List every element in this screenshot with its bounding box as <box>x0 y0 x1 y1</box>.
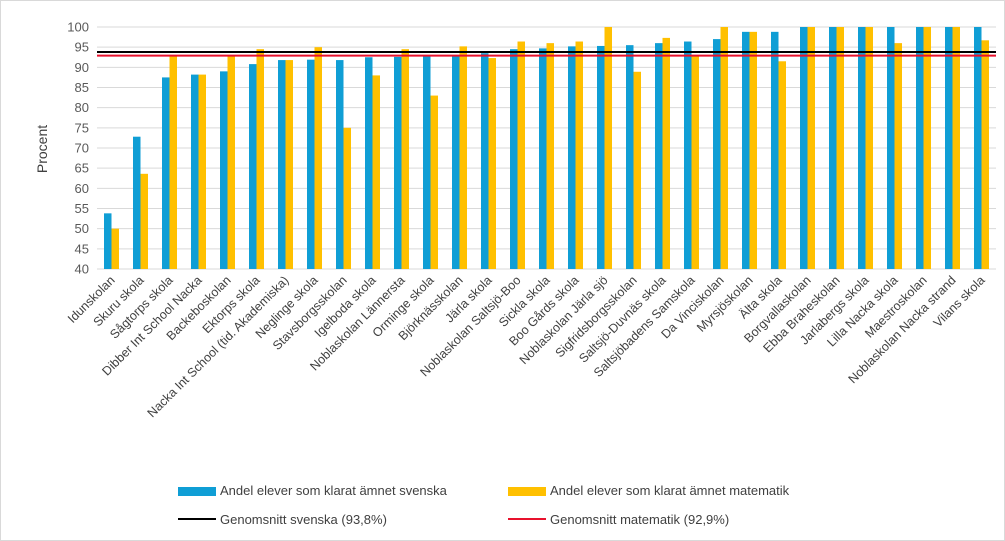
legend-label-svenska: Andel elever som klarat ämnet svenska <box>220 483 448 498</box>
bar-svenska <box>771 31 779 270</box>
bar-matematik <box>140 173 148 269</box>
bar-matematik <box>517 41 525 269</box>
y-tick-label: 70 <box>75 141 89 156</box>
bar-svenska <box>597 45 605 269</box>
y-tick-label: 75 <box>75 120 89 135</box>
bar-svenska <box>887 27 895 269</box>
bar-svenska <box>974 27 982 269</box>
bar-matematik <box>169 56 177 270</box>
bar-svenska <box>249 64 257 270</box>
bar-svenska <box>539 48 547 270</box>
bars <box>104 27 989 270</box>
bar-matematik <box>952 27 960 269</box>
bar-svenska <box>336 60 344 269</box>
bar-svenska <box>510 49 518 269</box>
y-tick-label: 85 <box>75 80 89 95</box>
y-tick-label: 90 <box>75 60 89 75</box>
bar-matematik <box>807 27 815 269</box>
bar-matematik <box>546 43 554 270</box>
bar-svenska <box>423 56 431 269</box>
bar-matematik <box>778 61 786 270</box>
bar-svenska <box>133 136 141 269</box>
bar-svenska <box>655 43 663 270</box>
bar-matematik <box>894 43 902 270</box>
bar-matematik <box>865 27 873 269</box>
bar-matematik <box>227 55 235 269</box>
bar-matematik <box>430 95 438 269</box>
bar-svenska <box>452 55 460 269</box>
bar-matematik <box>633 71 641 270</box>
y-tick-label: 60 <box>75 181 89 196</box>
bar-matematik <box>749 31 757 270</box>
bar-matematik <box>111 228 119 269</box>
legend-label-matematik: Andel elever som klarat ämnet matematik <box>550 483 790 498</box>
bar-svenska <box>713 39 721 269</box>
bar-matematik <box>691 55 699 269</box>
bar-matematik <box>198 74 206 270</box>
bar-matematik <box>314 47 322 269</box>
bar-matematik <box>923 27 931 269</box>
bar-matematik <box>604 27 612 269</box>
bar-matematik <box>285 60 293 269</box>
bar-svenska <box>365 57 373 269</box>
bar-matematik <box>343 127 351 269</box>
bar-svenska <box>945 27 953 269</box>
bar-matematik <box>981 40 989 270</box>
bar-svenska <box>626 45 634 270</box>
bar-matematik <box>836 27 844 269</box>
bar-matematik <box>488 58 496 269</box>
y-tick-label: 65 <box>75 161 89 176</box>
bar-svenska <box>568 46 576 269</box>
bar-svenska <box>220 71 228 269</box>
bar-svenska <box>481 53 489 269</box>
bar-svenska <box>162 77 170 270</box>
bar-svenska <box>916 27 924 269</box>
legend-swatch-svenska <box>178 487 216 496</box>
y-tick-label: 40 <box>75 262 89 277</box>
y-tick-label: 45 <box>75 241 89 256</box>
y-tick-label: 80 <box>75 100 89 115</box>
bar-matematik <box>256 49 264 269</box>
bar-matematik <box>459 46 467 269</box>
y-tick-label: 100 <box>67 20 89 35</box>
bar-matematik <box>662 37 670 269</box>
bar-svenska <box>800 27 808 269</box>
legend: Andel elever som klarat ämnet svenska And… <box>178 483 790 527</box>
y-tick-label: 95 <box>75 40 89 55</box>
bar-svenska <box>684 41 692 269</box>
bar-svenska <box>191 74 199 270</box>
bar-svenska <box>829 27 837 269</box>
legend-label-avg-svenska: Genomsnitt svenska (93,8%) <box>220 512 387 527</box>
y-axis-title: Procent <box>34 125 50 173</box>
bar-matematik <box>401 49 409 269</box>
y-tick-label: 50 <box>75 221 89 236</box>
bar-svenska <box>307 59 315 269</box>
reference-lines <box>97 51 996 57</box>
bar-matematik <box>720 27 728 269</box>
y-axis-ticks: 40 45 50 55 60 65 70 75 80 85 90 95 100 <box>67 20 89 277</box>
bar-svenska <box>742 31 750 270</box>
bar-matematik <box>575 41 583 269</box>
legend-swatch-matematik <box>508 487 546 496</box>
bar-svenska <box>104 213 112 269</box>
y-tick-label: 55 <box>75 201 89 216</box>
bar-svenska <box>858 27 866 269</box>
bar-matematik <box>372 75 380 270</box>
legend-label-avg-matematik: Genomsnitt matematik (92,9%) <box>550 512 729 527</box>
bar-svenska <box>278 60 286 269</box>
bar-svenska <box>394 56 402 270</box>
